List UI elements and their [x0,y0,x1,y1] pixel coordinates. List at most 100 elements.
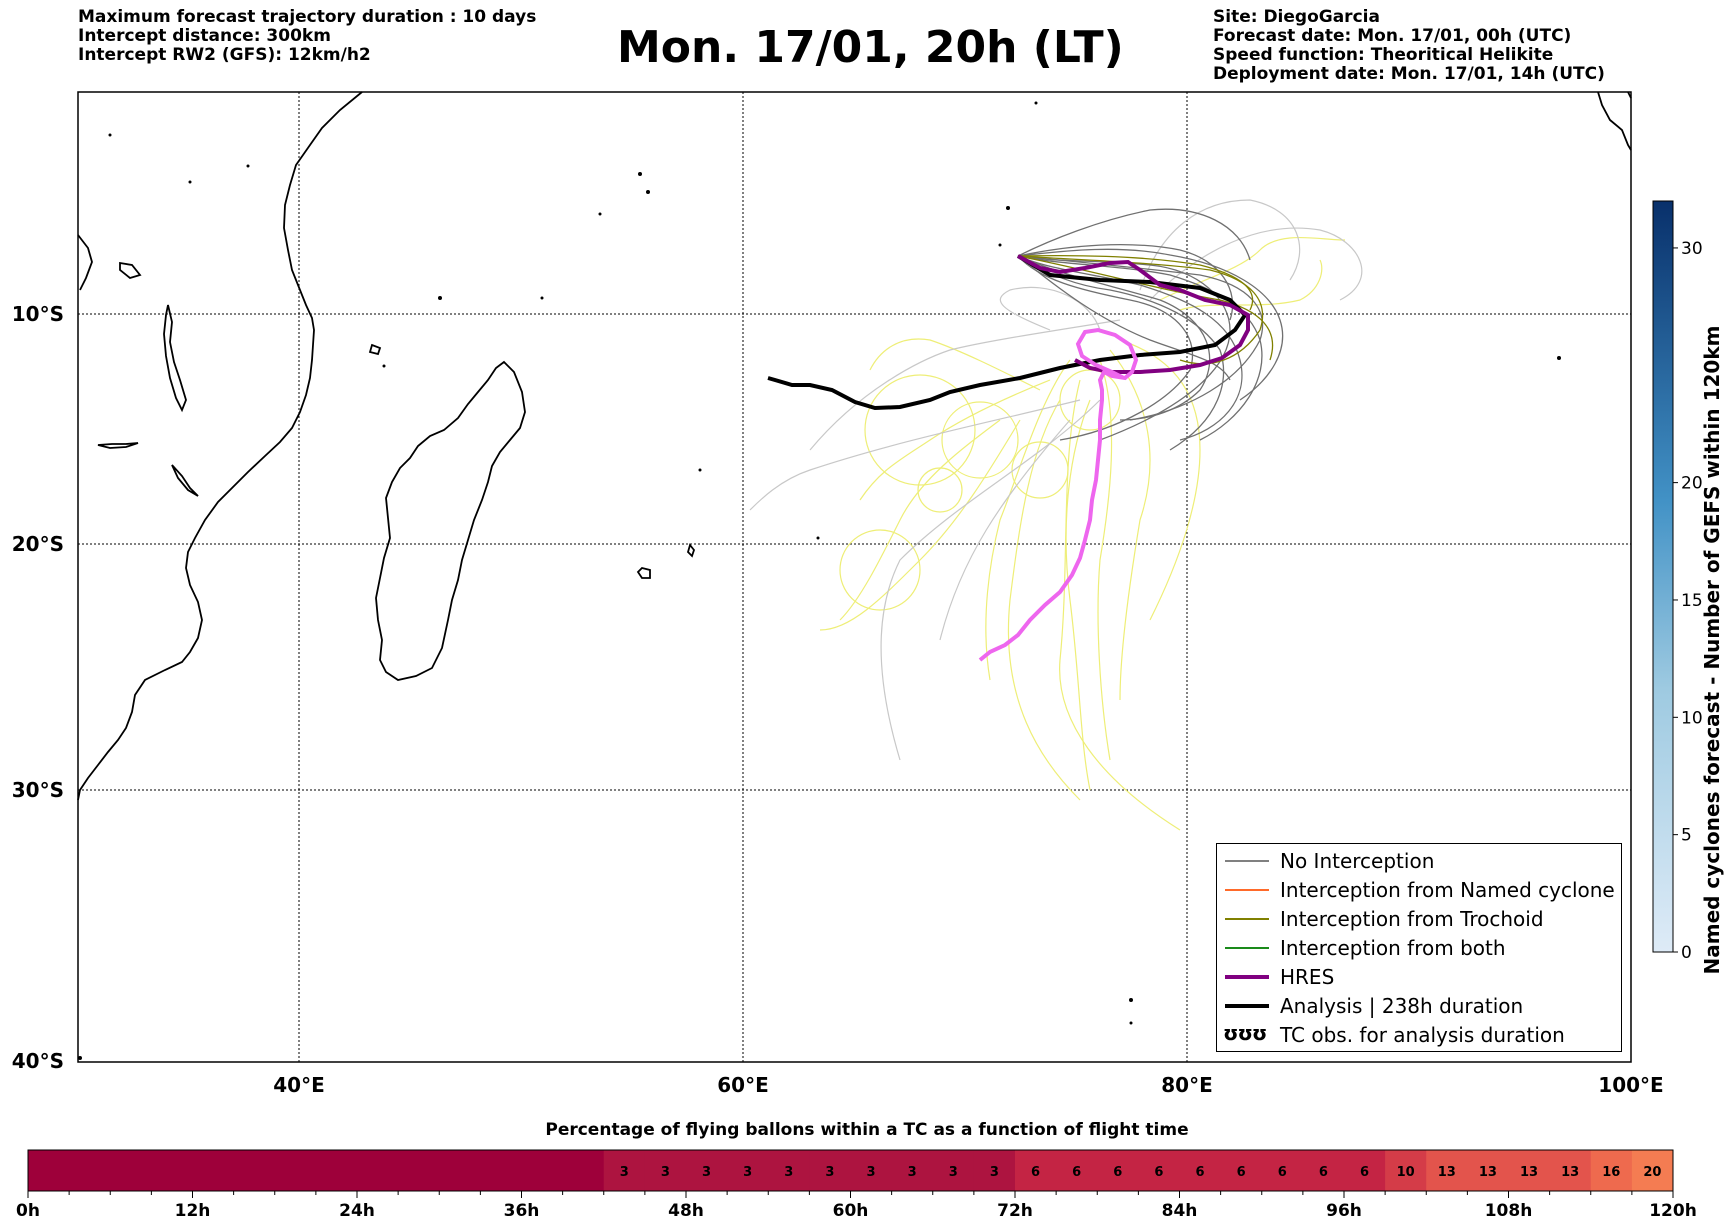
legend-swatch [1225,947,1269,949]
timebar-cell [1549,1150,1592,1191]
timebar-time-label: 96h [1326,1201,1362,1221]
timebar-cell [151,1150,193,1191]
timebar-cell-label: 3 [661,1165,670,1180]
timebar-cell [603,1150,646,1191]
east-coast-fragment-2 [1627,91,1632,99]
pink-trajectory [978,327,1139,662]
timebar-cell-label: 13 [1561,1165,1579,1180]
gridlines [78,92,1631,1062]
africa-coastline [77,91,363,801]
timebar-cell [110,1150,152,1191]
timebar-cell-label: 3 [908,1165,917,1180]
island-long [163,304,187,413]
speed-function-text: Speed function: Theoritical Helikite [1213,45,1554,65]
timebar-time-label: 12h [175,1201,211,1221]
timebar-cell [727,1150,769,1191]
timebar-cell [1220,1150,1263,1191]
lat-tick-20s: 20°S [12,532,64,556]
timebar-cell-label: 3 [825,1165,834,1180]
timebar-cell [439,1150,481,1191]
lon-tick-100e: 100°E [1598,1073,1663,1097]
page-title: Mon. 17/01, 20h (LT) [617,22,1124,73]
timebar-cell [891,1150,934,1191]
timebar-cell-label: 3 [743,1165,752,1180]
timebar-time-label: 24h [339,1201,375,1221]
timebar-time-label: 48h [668,1201,704,1221]
timebar-cell-label: 6 [1237,1165,1246,1180]
timebar-cell [521,1150,564,1191]
timebar-cell [973,1150,1016,1191]
map-legend: No Interception Interception from Named … [1216,843,1622,1052]
timebar-cell-label: 6 [1072,1165,1081,1180]
legend-item-no-interception: No Interception [1217,846,1621,875]
timebar-cell [562,1150,605,1191]
timebar-cell-label: 6 [1360,1165,1369,1180]
timebar-cell-label: 13 [1479,1165,1497,1180]
colorbar-tick-label: 15 [1681,591,1703,611]
colorbar-tick-label: 20 [1681,474,1703,494]
timebar-cell [1631,1150,1674,1191]
timebar-cell [1261,1150,1304,1191]
timebar-cell [480,1150,522,1191]
colorbar-tick-label: 10 [1681,708,1703,728]
timebar-cell [1097,1150,1139,1191]
timebar-cell [315,1150,358,1191]
legend-item-trochoid: Interception from Trochoid [1217,904,1621,933]
legend-label: Interception from Named cyclone [1280,878,1615,902]
mauritius-island [686,543,696,558]
timebar-cell [233,1150,276,1191]
island-small-3 [171,464,199,497]
lat-tick-10s: 10°S [12,302,64,326]
timebar-cell [932,1150,975,1191]
timebar-cell-label: 3 [620,1165,629,1180]
timebar-cell-label: 13 [1520,1165,1538,1180]
timebar-cell-label: 10 [1397,1165,1415,1180]
timebar-time-label: 60h [833,1201,869,1221]
legend-item-named-cyclone: Interception from Named cyclone [1217,875,1621,904]
island-small-2 [97,442,139,449]
timebar-time-label: 0h [16,1201,40,1221]
deployment-date-text: Deployment date: Mon. 17/01, 14h (UTC) [1213,64,1605,84]
timebar-time-label: 84h [1162,1201,1198,1221]
site-text: Site: DiegoGarcia [1213,7,1380,27]
intercept-rw2-text: Intercept RW2 (GFS): 12km/h2 [78,45,371,65]
flight-time-bar: 3 3 3 3 3 3 3 3 3 3 6 6 6 6 6 6 6 6 6 10 13 13 13 13 16 20 0h 12h 2… [16,1149,1697,1221]
gefs-colorbar-ticks: 0 5 10 15 20 30 [1673,239,1703,963]
legend-swatch [1225,860,1269,862]
comoros-area [368,343,382,356]
reunion-island [636,567,651,579]
colorbar-tick-label: 5 [1681,826,1692,846]
legend-label: No Interception [1280,849,1435,873]
timebar-cell [274,1150,317,1191]
timebar-cells: 3 3 3 3 3 3 3 3 3 3 6 6 6 6 6 6 6 6 6 10 13 13 13 13 16 20 [27,1150,1674,1195]
lat-tick-30s: 30°S [12,778,64,802]
timebar-cell [1056,1150,1098,1191]
timebar-cell-label: 6 [1113,1165,1122,1180]
forecast-parameters: Maximum forecast trajectory duration : 1… [78,8,536,65]
longitude-tick-labels: 40°E 60°E 80°E 100°E [273,1073,1663,1097]
timebar-cell [1302,1150,1345,1191]
forecast-date-text: Forecast date: Mon. 17/01, 00h (UTC) [1213,26,1572,46]
timebar-cell-label: 20 [1643,1165,1661,1180]
timebar-cell [1508,1150,1551,1191]
timebar-cell-label: 6 [1196,1165,1205,1180]
coastlines [77,91,1632,801]
legend-swatch [1225,889,1269,891]
latitude-tick-labels: 10°S 20°S 30°S 40°S [12,302,64,1073]
timebar-cell [809,1150,851,1191]
lon-tick-60e: 60°E [717,1073,769,1097]
timebar-cell-label: 6 [1031,1165,1040,1180]
lat-tick-40s: 40°S [12,1049,64,1073]
timebar-cell [28,1150,70,1191]
legend-item-tc-obs: ʊʊʊ TC obs. for analysis duration [1217,1020,1621,1049]
ensemble-trajectories-yellow [819,236,1346,831]
colorbar-label: Named cyclones forecast - Number of GEFS… [1700,325,1724,975]
analysis-trajectory [767,254,1248,411]
legend-label: Interception from Trochoid [1280,907,1544,931]
legend-label: HRES [1280,965,1335,989]
timebar-title: Percentage of flying ballons within a TC… [545,1120,1189,1140]
timebar-cell [644,1150,687,1191]
timebar-cell-label: 6 [1154,1165,1163,1180]
timebar-cell [1385,1150,1427,1191]
legend-item-analysis: Analysis | 238h duration [1217,991,1621,1020]
